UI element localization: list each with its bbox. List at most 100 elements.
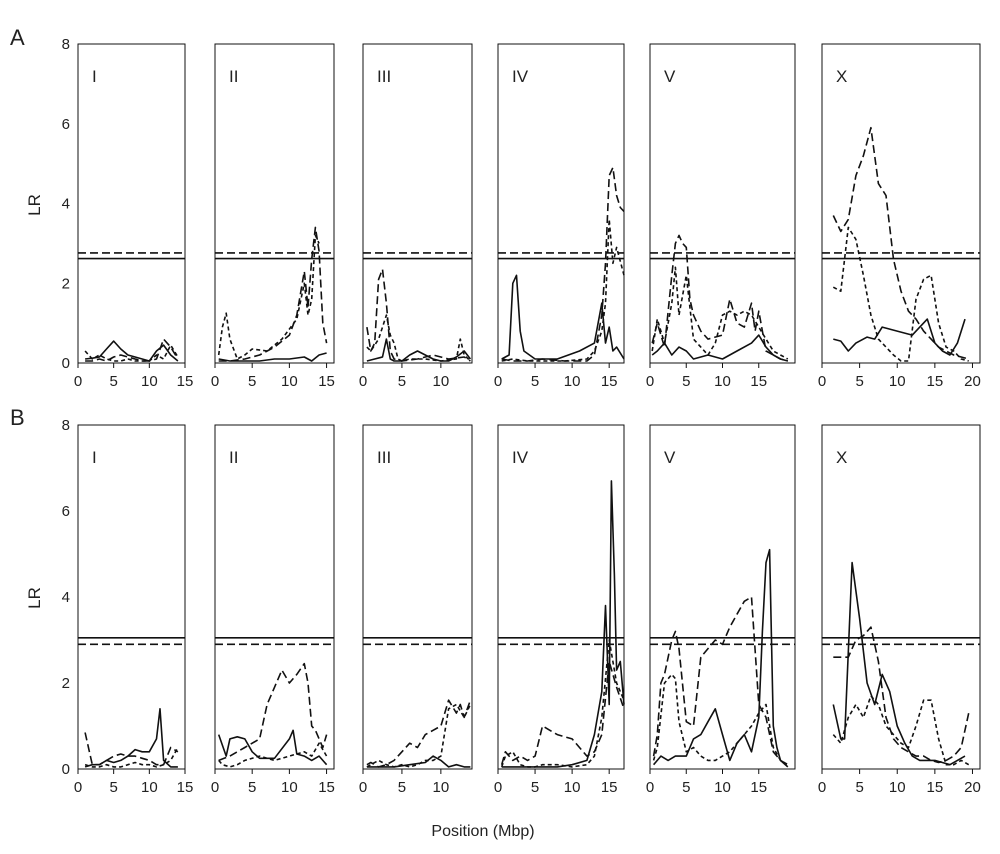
chromosome-II-subplot: II 0 5 10 15 (211, 424, 335, 796)
x-tick-label: 5 (398, 779, 406, 796)
subplot-frame (214, 43, 335, 364)
x-tick-label: 10 (889, 373, 906, 390)
y-tick-label: 4 (62, 196, 70, 213)
lr-series-solid (366, 338, 472, 362)
lr-series-dashed (832, 126, 969, 360)
x-tick-label: 0 (211, 779, 219, 796)
y-axis-label: LR (25, 194, 44, 216)
subplot-frame (821, 424, 981, 770)
lr-series-dashed (84, 732, 179, 766)
panel-letter: A (10, 25, 25, 50)
x-tick-label: 5 (855, 373, 863, 390)
x-tick-label: 15 (750, 373, 767, 390)
x-tick-label: 10 (564, 779, 581, 796)
lr-series-dashed (651, 234, 789, 362)
panel-letter: B (10, 405, 25, 430)
x-tick-label: 10 (564, 373, 581, 390)
subplot-frame (214, 424, 335, 770)
lr-series-solid (501, 274, 625, 360)
lr-series-dashed (833, 626, 970, 764)
chromosome-label: IV (512, 448, 529, 467)
x-tick-label: 15 (927, 373, 944, 390)
x-tick-label: 0 (359, 779, 367, 796)
y-tick-label: 0 (62, 355, 70, 372)
chromosome-label: V (664, 448, 676, 467)
x-tick-label: 10 (433, 779, 450, 796)
y-tick-label: 6 (62, 116, 70, 133)
lr-series-dotted (651, 266, 789, 360)
lr-series-dashed (366, 699, 472, 768)
lr-series-dotted (832, 695, 970, 766)
y-tick-label: 0 (62, 761, 70, 778)
chromosome-label: II (229, 448, 238, 467)
x-tick-label: 5 (248, 779, 256, 796)
lr-series-dotted (217, 234, 320, 360)
chromosome-label: X (836, 67, 847, 86)
x-tick-label: 0 (74, 373, 82, 390)
chromosome-X-subplot: X 0 5 10 15 20 (818, 424, 981, 796)
x-tick-label: 20 (964, 779, 981, 796)
x-tick-label: 0 (818, 779, 826, 796)
x-tick-label: 5 (682, 373, 690, 390)
x-tick-label: 5 (531, 373, 539, 390)
x-tick-label: 10 (141, 373, 158, 390)
lr-series-dashed (218, 226, 328, 362)
x-axis-label: Position (Mbp) (431, 823, 534, 840)
chromosome-IV-subplot: IV 0 5 10 15 (494, 424, 625, 796)
chromosome-X-subplot: X 0 5 10 15 20 (818, 43, 981, 390)
lr-series-dotted (832, 226, 969, 362)
subplot-frame (497, 43, 625, 364)
lr-series-dotted (500, 639, 625, 768)
chromosome-V-subplot: V 0 5 10 15 (646, 424, 796, 796)
lr-series-solid (85, 340, 179, 362)
x-tick-label: 15 (177, 373, 194, 390)
x-tick-label: 10 (281, 779, 298, 796)
chromosome-label: III (377, 67, 391, 86)
x-tick-label: 15 (750, 779, 767, 796)
lr-series-solid (366, 755, 471, 768)
x-tick-label: 5 (398, 373, 406, 390)
lr-series-solid (832, 561, 966, 766)
x-tick-label: 0 (494, 373, 502, 390)
lr-series-solid (84, 707, 178, 768)
x-tick-label: 5 (109, 373, 117, 390)
lr-series-solid (651, 334, 789, 362)
subplot-frame (362, 43, 473, 364)
y-tick-label: 2 (62, 275, 70, 292)
x-tick-label: 0 (359, 373, 367, 390)
subplot-frame (77, 43, 186, 364)
chromosome-IV-subplot: IV 0 5 10 15 (494, 43, 625, 390)
x-tick-label: 15 (318, 779, 335, 796)
subplot-frame (362, 424, 473, 770)
x-tick-label: 15 (601, 779, 618, 796)
lr-series-dashed (218, 662, 328, 762)
lr-series-solid (217, 729, 328, 766)
lr-series-dotted (84, 747, 179, 768)
lr-series-dotted (652, 673, 789, 766)
x-tick-label: 0 (646, 779, 654, 796)
panel-A: A LR 0 2 4 6 8 I 0 5 10 15 II 0 5 10 15 III 0 5 10 IV 0 5 10 15 V 0… (10, 25, 981, 390)
lr-series-dashed (652, 596, 789, 766)
x-tick-label: 0 (74, 779, 82, 796)
x-tick-label: 5 (248, 373, 256, 390)
x-tick-label: 15 (318, 373, 335, 390)
chromosome-III-subplot: III 0 5 10 (359, 43, 473, 390)
y-tick-label: 4 (62, 589, 70, 606)
x-tick-label: 20 (964, 373, 981, 390)
lr-series-solid (501, 480, 625, 768)
x-tick-label: 10 (714, 373, 731, 390)
y-tick-label: 2 (62, 675, 70, 692)
x-tick-label: 15 (927, 779, 944, 796)
chromosome-III-subplot: III 0 5 10 (359, 424, 473, 796)
chromosome-V-subplot: V 0 5 10 15 (646, 43, 796, 390)
lr-series-dashed (500, 660, 625, 765)
x-tick-label: 0 (494, 779, 502, 796)
y-tick-label: 6 (62, 503, 70, 520)
x-tick-label: 10 (433, 373, 450, 390)
lr-series-solid (652, 548, 789, 768)
lr-series-dotted (84, 344, 179, 362)
chromosome-I-subplot: I 0 5 10 15 (74, 43, 194, 390)
y-tick-label: 8 (62, 417, 70, 434)
x-tick-label: 0 (211, 373, 219, 390)
